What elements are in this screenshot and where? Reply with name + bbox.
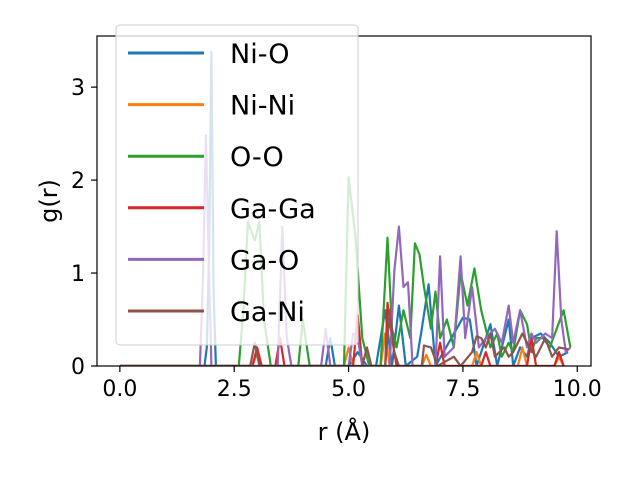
x-tick-label: 2.5: [217, 377, 252, 402]
y-tick-label: 2: [71, 169, 85, 194]
legend-label: Ni-Ni: [230, 91, 295, 122]
legend-label: O-O: [230, 142, 284, 173]
legend-label: Ga-O: [230, 245, 299, 276]
y-tick-label: 0: [71, 355, 85, 380]
y-axis-label: g(r): [35, 179, 63, 223]
x-tick-label: 0.0: [102, 377, 137, 402]
legend-label: Ga-Ni: [230, 297, 305, 328]
x-tick-label: 7.5: [445, 377, 480, 402]
x-tick-label: 5.0: [331, 377, 366, 402]
series-line-ni-ni: [119, 332, 565, 366]
legend-label: Ni-O: [230, 39, 289, 70]
legend: Ni-O Ni-Ni O-O Ga-Ga Ga-O Ga-Ni: [115, 24, 359, 346]
legend-label: Ga-Ga: [230, 194, 316, 225]
y-axis: 0 1 2 3: [71, 76, 97, 380]
x-axis-label: r (Å): [318, 417, 371, 446]
y-tick-label: 1: [71, 262, 85, 287]
series-layer: [119, 50, 572, 366]
x-axis: 0.0 2.5 5.0 7.5 10.0: [102, 366, 602, 402]
y-tick-label: 3: [71, 76, 85, 101]
x-tick-label: 10.0: [553, 377, 602, 402]
series-line-ga-ni: [119, 309, 569, 366]
